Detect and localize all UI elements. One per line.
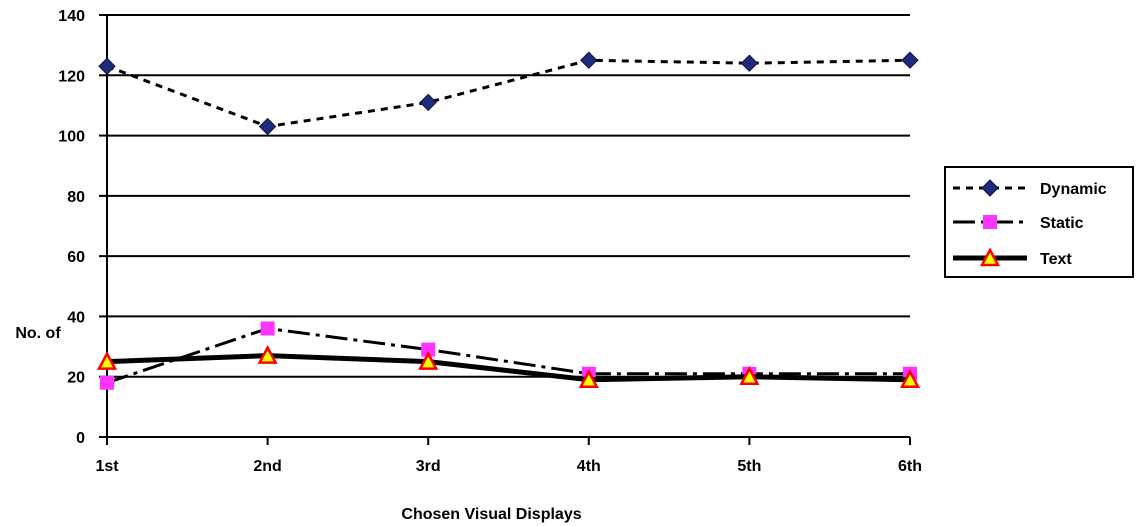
x-tick-labels: 1st 2nd 3rd 4th 5th 6th <box>95 437 922 475</box>
data-point <box>580 51 598 69</box>
data-point <box>100 375 114 390</box>
data-point <box>740 54 759 72</box>
data-point <box>260 321 275 336</box>
y-axis-title: No. of <box>15 325 61 342</box>
data-point <box>258 117 277 136</box>
legend-marker-text <box>979 247 1001 267</box>
y-tick-label: 120 <box>58 68 85 85</box>
data-point <box>257 344 278 364</box>
y-tick-label: 140 <box>58 8 85 25</box>
x-tick-label: 2nd <box>253 458 281 475</box>
x-tick-label: 5th <box>737 458 761 475</box>
data-point <box>901 51 919 69</box>
legend-label-text: Text <box>1040 251 1072 268</box>
series-group <box>96 51 921 390</box>
y-tick-label: 60 <box>67 249 85 266</box>
data-point <box>96 350 118 370</box>
y-tick-label: 40 <box>67 309 85 326</box>
x-tick-label: 3rd <box>416 458 441 475</box>
series-dynamic <box>98 51 919 136</box>
data-point <box>418 350 439 370</box>
data-point <box>419 93 437 112</box>
x-tick-label: 6th <box>898 458 922 475</box>
legend-label-dynamic: Dynamic <box>1040 181 1107 198</box>
data-point <box>578 369 599 388</box>
series-line-dynamic <box>106 58 911 129</box>
x-tick-label: 4th <box>577 458 601 475</box>
data-point <box>739 366 760 385</box>
y-tick-label: 80 <box>67 189 85 206</box>
legend-label-static: Static <box>1040 215 1084 232</box>
y-tick-labels: 0 20 40 60 80 100 120 140 <box>58 8 85 447</box>
data-point <box>899 369 921 388</box>
series-text <box>96 344 921 388</box>
legend: Dynamic Static Text <box>944 166 1134 278</box>
data-point <box>421 342 436 357</box>
legend-marker-dynamic <box>981 179 999 197</box>
data-point <box>98 57 116 75</box>
y-tick-label: 20 <box>67 370 85 387</box>
y-tick-label: 0 <box>76 430 85 447</box>
legend-marker-static <box>983 215 997 229</box>
series-line-text <box>106 353 911 383</box>
x-tick-label: 1st <box>95 458 119 475</box>
y-tick-label: 100 <box>58 129 85 146</box>
x-axis-title: Chosen Visual Displays <box>401 506 581 523</box>
gridlines <box>99 14 910 438</box>
